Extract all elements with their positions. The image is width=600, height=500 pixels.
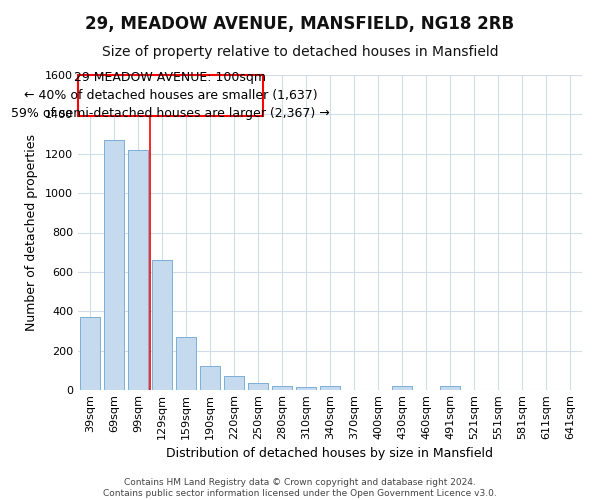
Bar	[248, 383, 268, 390]
Y-axis label: Number of detached properties: Number of detached properties	[25, 134, 38, 331]
Bar	[296, 387, 316, 390]
Bar	[176, 337, 196, 390]
Bar	[320, 386, 340, 390]
Bar	[128, 150, 148, 390]
Bar	[104, 140, 124, 390]
Bar	[440, 386, 460, 390]
Text: 29, MEADOW AVENUE, MANSFIELD, NG18 2RB: 29, MEADOW AVENUE, MANSFIELD, NG18 2RB	[85, 15, 515, 33]
Bar	[152, 260, 172, 390]
Text: Contains HM Land Registry data © Crown copyright and database right 2024.
Contai: Contains HM Land Registry data © Crown c…	[103, 478, 497, 498]
Bar	[80, 317, 100, 390]
Text: Size of property relative to detached houses in Mansfield: Size of property relative to detached ho…	[101, 45, 499, 59]
Bar	[200, 366, 220, 390]
Bar	[224, 376, 244, 390]
FancyBboxPatch shape	[78, 75, 263, 116]
Bar	[272, 386, 292, 390]
X-axis label: Distribution of detached houses by size in Mansfield: Distribution of detached houses by size …	[167, 448, 493, 460]
Text: 29 MEADOW AVENUE: 100sqm
← 40% of detached houses are smaller (1,637)
59% of sem: 29 MEADOW AVENUE: 100sqm ← 40% of detach…	[11, 71, 330, 120]
Bar	[392, 386, 412, 390]
